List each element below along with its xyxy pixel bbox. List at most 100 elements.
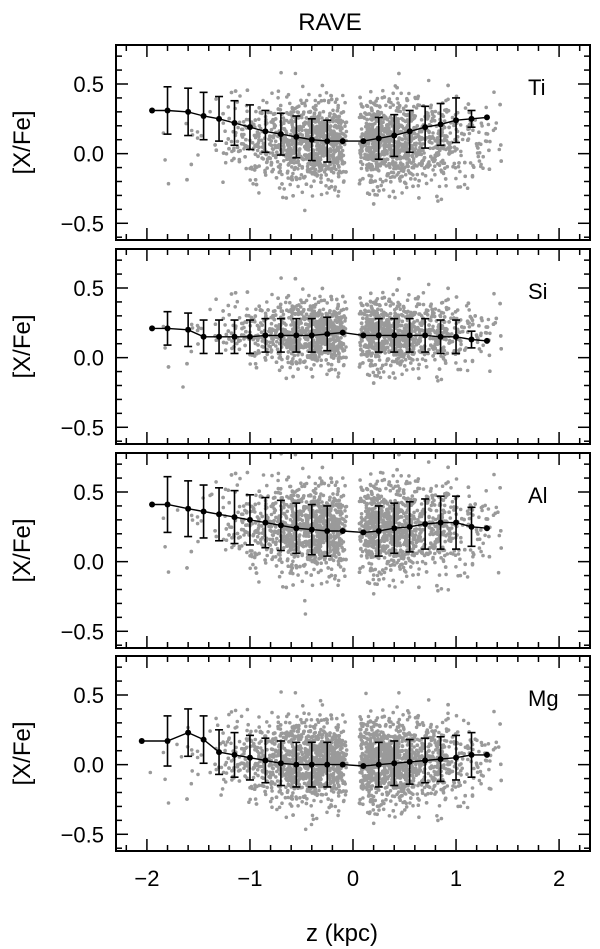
- scatter-point: [375, 185, 380, 189]
- scatter-point: [378, 375, 383, 380]
- scatter-point: [488, 369, 492, 374]
- scatter-point: [389, 152, 394, 156]
- scatter-point: [400, 359, 404, 363]
- scatter-point: [398, 129, 403, 134]
- scatter-point: [388, 120, 392, 124]
- scatter-point: [286, 293, 291, 298]
- scatter-point: [313, 167, 318, 172]
- mean-point: [308, 136, 315, 143]
- mean-point: [468, 115, 475, 122]
- panel-ti: 0.50.0−0.5[X/Fe]Ti: [9, 44, 591, 241]
- scatter-point: [479, 142, 483, 147]
- mean-point: [149, 107, 156, 114]
- scatter-point: [467, 325, 472, 329]
- scatter-point: [251, 182, 255, 186]
- scatter-point: [339, 319, 343, 324]
- scatter-point: [233, 305, 237, 309]
- scatter-point: [427, 129, 431, 134]
- scatter-point: [336, 371, 341, 376]
- scatter-point: [324, 313, 329, 317]
- scatter-point: [420, 319, 425, 324]
- scatter-point: [498, 102, 502, 107]
- mean-point: [453, 117, 460, 124]
- scatter-point: [428, 105, 433, 110]
- scatter-point: [371, 300, 376, 305]
- scatter-point: [398, 345, 403, 349]
- scatter-point: [302, 300, 307, 305]
- scatter-point: [416, 295, 421, 299]
- scatter-point: [386, 131, 390, 135]
- scatter-point: [344, 345, 348, 349]
- scatter-point: [405, 98, 410, 103]
- scatter-point: [497, 147, 502, 152]
- scatter-point: [465, 319, 470, 324]
- scatter-point: [465, 368, 470, 373]
- scatter-point: [463, 160, 467, 165]
- scatter-point: [244, 117, 249, 122]
- scatter-point: [403, 327, 407, 332]
- scatter-point: [466, 301, 471, 306]
- scatter-point: [364, 130, 368, 135]
- scatter-point: [256, 343, 260, 347]
- y-axis-title: [X/Fe]: [9, 110, 36, 174]
- scatter-point: [473, 314, 478, 318]
- scatter-point: [436, 199, 440, 203]
- scatter-point: [397, 166, 402, 170]
- scatter-point: [276, 96, 280, 100]
- scatter-point: [393, 314, 397, 319]
- scatter-point: [402, 108, 406, 112]
- scatter-point: [342, 160, 347, 165]
- scatter-point: [371, 188, 376, 193]
- scatter-point: [319, 134, 323, 138]
- scatter-point: [248, 362, 252, 366]
- scatter-point: [499, 143, 503, 147]
- scatter-point: [255, 148, 260, 153]
- scatter-point: [430, 135, 435, 139]
- scatter-point: [269, 127, 274, 132]
- scatter-point: [404, 185, 409, 190]
- scatter-point: [340, 315, 344, 320]
- scatter-point: [272, 122, 277, 127]
- scatter-point: [410, 154, 415, 158]
- scatter-point: [420, 172, 425, 176]
- scatter-point: [297, 151, 301, 156]
- x-axis-title: z (kpc): [306, 920, 378, 947]
- scatter-point: [319, 99, 324, 103]
- scatter-point: [263, 173, 268, 177]
- scatter-point: [400, 372, 404, 377]
- scatter-point: [330, 117, 335, 121]
- scatter-point: [269, 348, 274, 352]
- scatter-point: [337, 351, 341, 356]
- scatter-point: [329, 94, 334, 98]
- y-tick-label: −0.5: [61, 211, 104, 236]
- scatter-point: [286, 176, 291, 180]
- scatter-point: [190, 326, 195, 330]
- scatter-point: [208, 109, 212, 114]
- scatter-point: [407, 293, 411, 297]
- scatter-point: [287, 316, 291, 320]
- panel-frame: [115, 44, 591, 241]
- scatter-point: [368, 322, 373, 327]
- scatter-point: [415, 357, 420, 362]
- scatter-point: [425, 136, 429, 140]
- scatter-point: [332, 164, 337, 168]
- mean-point: [437, 121, 444, 128]
- scatter-point: [436, 139, 441, 143]
- scatter-point: [399, 116, 404, 121]
- scatter-point: [335, 348, 340, 353]
- scatter-point: [381, 370, 386, 374]
- mean-point: [185, 108, 192, 115]
- scatter-point: [269, 321, 274, 326]
- scatter-point: [414, 143, 418, 147]
- scatter-point: [415, 124, 420, 128]
- scatter-point: [265, 166, 270, 170]
- scatter-point: [444, 98, 448, 103]
- scatter-point: [337, 311, 342, 315]
- scatter-point: [239, 333, 244, 337]
- scatter-point: [316, 349, 321, 353]
- scatter-point: [389, 180, 393, 184]
- scatter-point: [289, 110, 293, 114]
- scatter-point: [327, 339, 331, 343]
- scatter-point: [388, 115, 393, 119]
- mean-point: [391, 132, 398, 139]
